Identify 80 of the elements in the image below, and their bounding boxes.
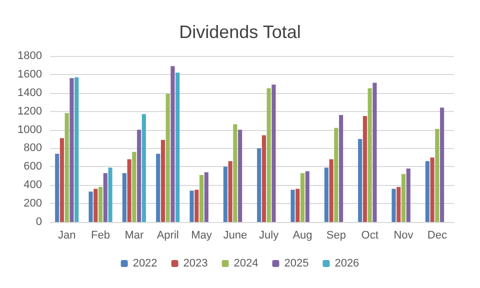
bar xyxy=(170,66,175,222)
x-tick-label: Oct xyxy=(361,230,378,242)
bar xyxy=(64,113,69,222)
bar xyxy=(88,192,93,222)
bar xyxy=(435,128,440,222)
bar xyxy=(190,190,194,222)
bar xyxy=(266,88,271,222)
x-tick-label: Feb xyxy=(91,230,110,242)
legend-label: 2026 xyxy=(334,258,360,270)
bar xyxy=(166,94,170,222)
bar xyxy=(74,77,79,222)
bar xyxy=(401,174,406,222)
bar xyxy=(194,190,199,222)
bar xyxy=(70,78,74,222)
y-tick-label: 800 xyxy=(24,142,42,154)
legend-label: 2022 xyxy=(132,258,158,270)
bar xyxy=(362,116,367,222)
bar xyxy=(334,128,338,222)
x-tick-label: Jan xyxy=(58,230,76,242)
y-tick-label: 1000 xyxy=(18,124,42,136)
bar xyxy=(108,168,112,222)
bar xyxy=(55,154,60,222)
bar xyxy=(156,154,160,222)
bar xyxy=(204,172,208,222)
bar xyxy=(372,82,377,222)
bar xyxy=(98,186,103,222)
bar xyxy=(425,161,430,222)
bar xyxy=(396,186,401,222)
x-tick-label: April xyxy=(156,230,179,242)
x-tick-label: July xyxy=(259,230,280,242)
bar xyxy=(176,72,180,222)
y-tick-label: 1800 xyxy=(18,50,42,62)
bar xyxy=(132,152,136,222)
bar xyxy=(392,188,396,222)
bar xyxy=(103,173,108,222)
y-tick-label: 1400 xyxy=(18,86,42,99)
y-tick-label: 0 xyxy=(36,216,42,228)
bar xyxy=(238,130,242,222)
bar xyxy=(430,157,434,222)
y-tick-label: 400 xyxy=(24,179,42,192)
legend-label: 2025 xyxy=(284,258,309,270)
bar xyxy=(199,174,204,222)
bar xyxy=(324,168,328,222)
bar xyxy=(122,173,126,222)
bar xyxy=(440,108,444,222)
bar xyxy=(160,140,165,222)
bar xyxy=(296,188,300,222)
bar xyxy=(339,115,344,222)
bar xyxy=(290,190,295,222)
x-tick-label: Sep xyxy=(326,230,346,242)
bar xyxy=(137,130,142,222)
bar xyxy=(60,138,64,222)
bar xyxy=(305,171,310,222)
x-tick-label: Mar xyxy=(124,230,144,242)
bar xyxy=(94,188,98,222)
y-tick-label: 1200 xyxy=(18,105,42,118)
bar xyxy=(142,114,146,222)
bar xyxy=(358,139,362,222)
y-tick-label: 600 xyxy=(24,160,42,173)
x-tick-label: June xyxy=(223,230,248,242)
legend-label: 2023 xyxy=(183,258,208,270)
bar xyxy=(300,173,305,222)
chart-title: Dividends Total xyxy=(179,22,301,42)
bar xyxy=(223,166,228,222)
bar xyxy=(257,148,262,222)
x-tick-label: Aug xyxy=(292,230,312,242)
bar xyxy=(406,168,410,222)
x-tick-label: May xyxy=(191,230,212,242)
bar xyxy=(127,159,132,222)
legend-label: 2024 xyxy=(234,258,258,270)
bar xyxy=(233,124,238,222)
x-tick-label: Nov xyxy=(394,230,414,242)
bar xyxy=(262,135,266,222)
bar xyxy=(368,88,372,222)
x-tick-label: Dec xyxy=(427,230,448,242)
y-tick-label: 200 xyxy=(24,198,42,210)
bar xyxy=(329,159,334,222)
bar xyxy=(228,161,232,222)
bar xyxy=(272,84,276,222)
y-tick-label: 1600 xyxy=(18,68,42,80)
